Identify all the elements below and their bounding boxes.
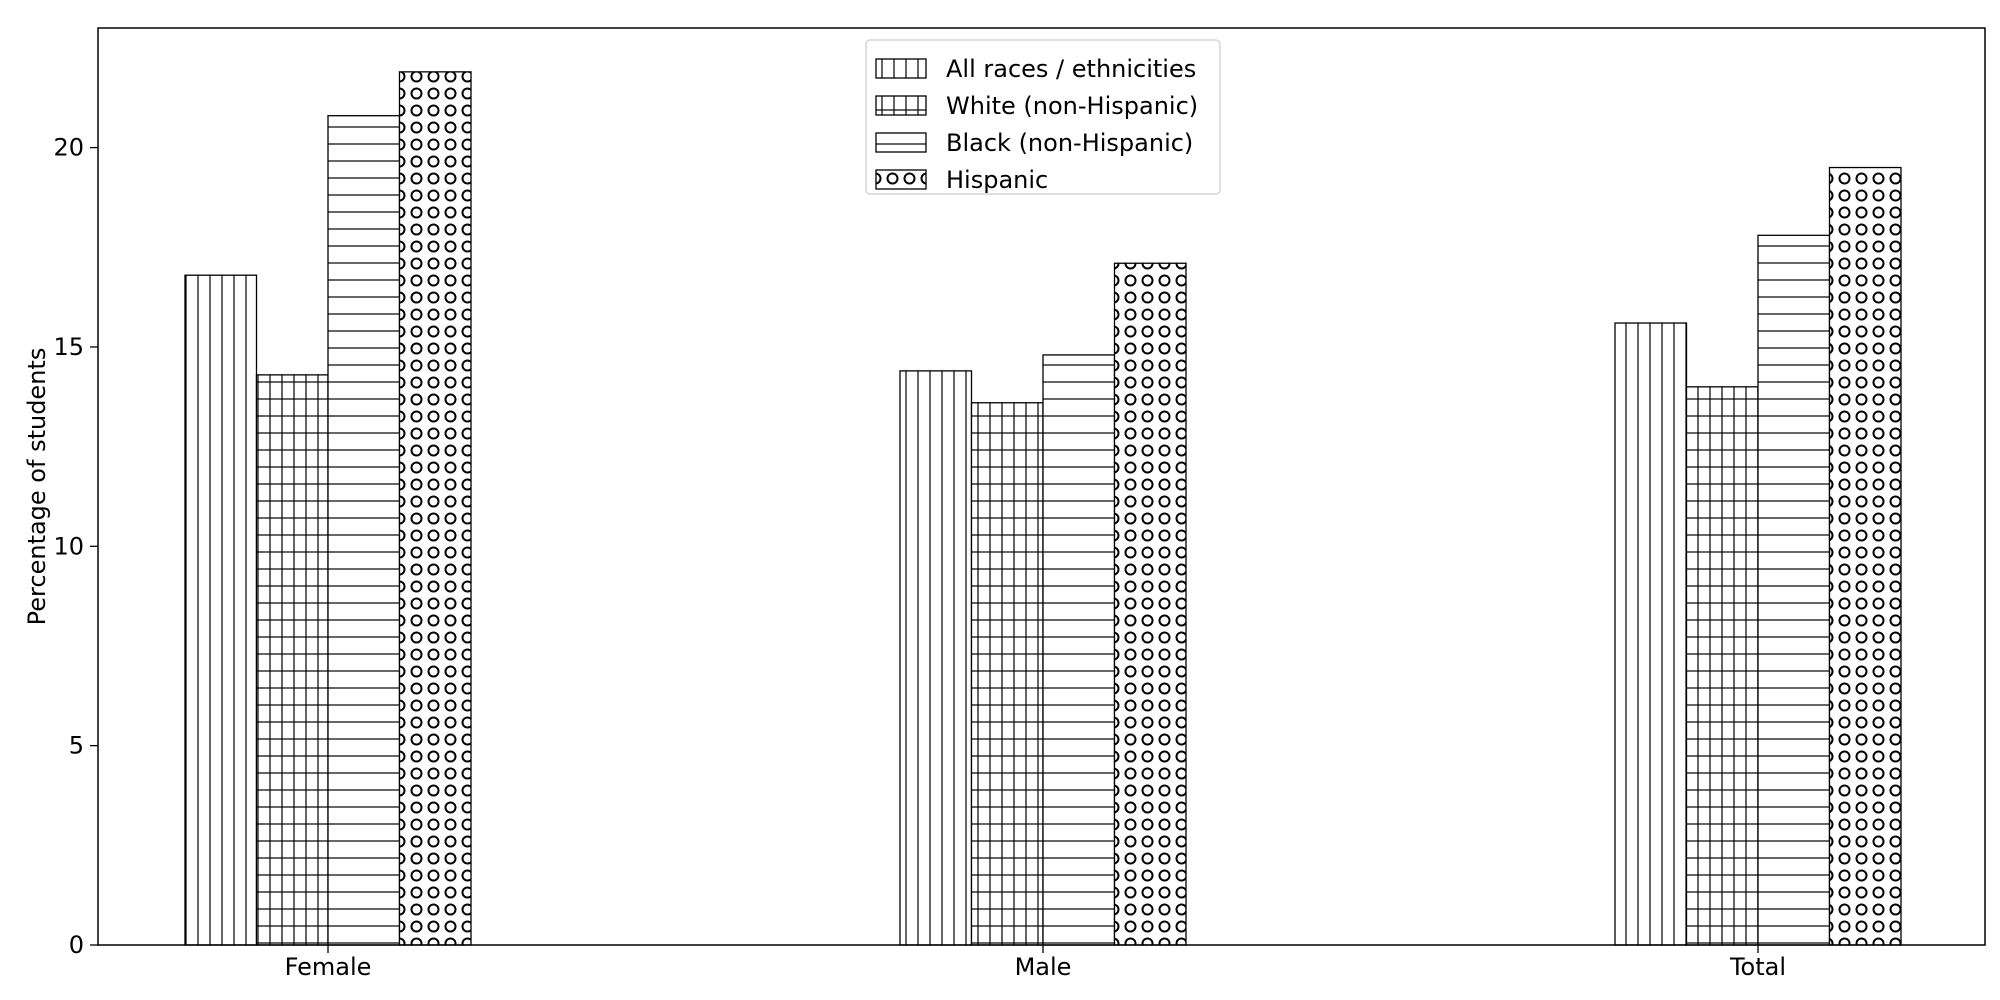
bar-total-all-races-ethnicities: [1614, 322, 1688, 946]
plot-frame: [97, 27, 1986, 946]
bar-total-hispanic: [1828, 166, 1902, 946]
y-tick-label: 15: [53, 333, 84, 361]
bar-total-black-non-hispanic: [1757, 234, 1831, 946]
bar-total-white-non-hispanic: [1685, 386, 1759, 946]
legend-swatch-white-non-hispanic: [875, 95, 927, 116]
y-axis-label: Percentage of students: [23, 348, 51, 626]
bar-female-black-non-hispanic: [327, 115, 401, 946]
y-tick-label: 5: [69, 732, 84, 760]
legend-label-hispanic: Hispanic: [946, 166, 1048, 194]
bar-male-black-non-hispanic: [1042, 354, 1116, 946]
legend-frame: [865, 39, 1221, 195]
bar-female-all-races-ethnicities: [184, 274, 258, 946]
legend-label-black-non-hispanic: Black (non-Hispanic): [946, 129, 1193, 157]
x-tick-label-male: Male: [1015, 953, 1072, 981]
legend-swatch-hispanic: [875, 169, 927, 190]
legend: All races / ethnicities White (non-Hispan…: [865, 39, 1221, 195]
x-tick-label-total: Total: [1729, 953, 1786, 981]
x-axis: Female Male Total: [285, 945, 1786, 981]
y-tick-label: 10: [53, 532, 84, 560]
y-tick-label: 20: [53, 134, 84, 162]
x-tick-label-female: Female: [285, 953, 372, 981]
bar-male-white-non-hispanic: [970, 402, 1044, 946]
legend-swatch-black-non-hispanic: [875, 132, 927, 153]
legend-swatch-all-races-ethnicities: [875, 58, 927, 79]
legend-label-white-non-hispanic: White (non-Hispanic): [946, 92, 1198, 120]
legend-label-all-races-ethnicities: All races / ethnicities: [946, 55, 1196, 83]
y-axis: 0 5 10 15 20: [53, 134, 98, 959]
bar-male-hispanic: [1113, 262, 1187, 946]
bar-female-white-non-hispanic: [255, 374, 329, 946]
bar-female-hispanic: [398, 71, 472, 946]
bar-male-all-races-ethnicities: [899, 370, 973, 946]
y-tick-label: 0: [69, 931, 84, 959]
bars-layer: [184, 71, 1902, 946]
